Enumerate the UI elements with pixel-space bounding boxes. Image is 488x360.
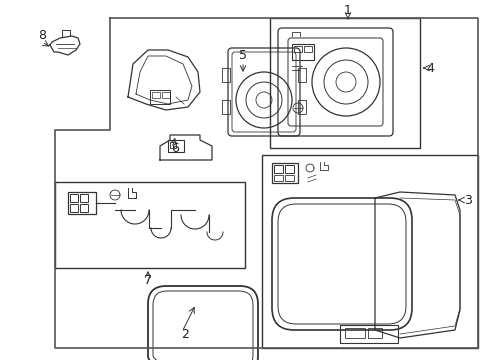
Bar bbox=[168, 140, 183, 152]
Text: 7: 7 bbox=[143, 274, 152, 287]
Bar bbox=[271, 163, 297, 183]
Bar bbox=[345, 328, 364, 338]
Bar bbox=[152, 92, 160, 98]
Bar bbox=[297, 68, 305, 82]
Bar bbox=[291, 44, 313, 60]
Bar bbox=[222, 68, 229, 82]
Text: 3: 3 bbox=[463, 194, 471, 207]
Text: 4: 4 bbox=[425, 62, 433, 75]
Bar bbox=[70, 204, 78, 212]
Bar bbox=[262, 155, 477, 348]
Bar bbox=[80, 194, 88, 202]
Bar bbox=[70, 194, 78, 202]
Bar bbox=[170, 142, 176, 148]
Bar bbox=[285, 165, 293, 173]
Bar bbox=[222, 100, 229, 114]
Bar bbox=[162, 92, 170, 98]
Text: 1: 1 bbox=[344, 4, 351, 17]
Text: 8: 8 bbox=[38, 28, 46, 41]
Bar bbox=[80, 204, 88, 212]
Text: 6: 6 bbox=[171, 141, 179, 154]
Text: 2: 2 bbox=[181, 328, 188, 342]
Bar bbox=[304, 46, 311, 52]
Bar bbox=[297, 100, 305, 114]
Bar bbox=[269, 18, 419, 148]
Bar bbox=[150, 90, 170, 104]
Bar bbox=[273, 165, 283, 173]
Text: 5: 5 bbox=[239, 49, 246, 62]
Bar bbox=[68, 192, 96, 214]
Bar bbox=[293, 46, 302, 52]
Bar bbox=[55, 182, 244, 268]
Bar bbox=[273, 175, 283, 181]
Bar bbox=[339, 325, 397, 343]
Bar bbox=[285, 175, 293, 181]
Bar bbox=[367, 328, 381, 338]
